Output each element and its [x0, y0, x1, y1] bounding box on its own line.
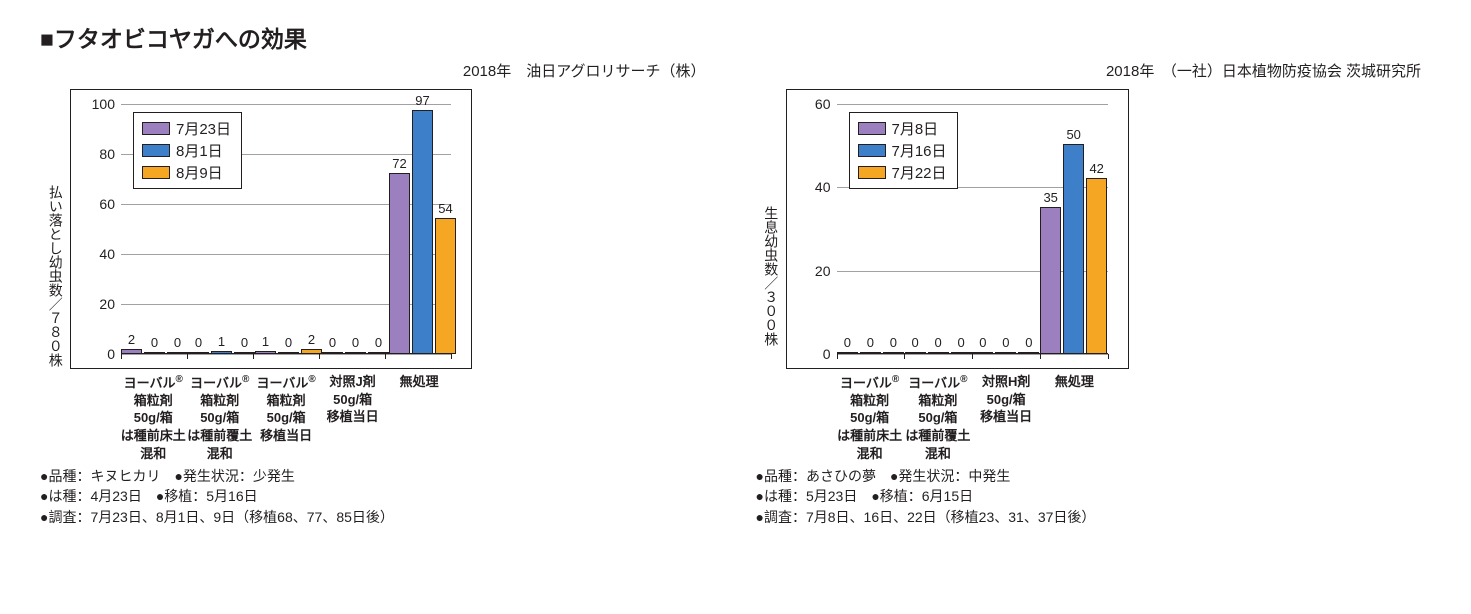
legend-swatch — [142, 166, 170, 179]
xlabel: 無処理 — [386, 369, 452, 462]
left-notes: ●品種：キヌヒカリ ●発生状況：少発生●は種：4月23日 ●移植：5月16日●調… — [40, 466, 716, 527]
bar-value-label: 0 — [375, 335, 382, 350]
bar-value-label: 42 — [1089, 161, 1103, 176]
left-legend: 7月23日8月1日8月9日 — [133, 112, 242, 189]
right-chart-block: 2018年 （一社）日本植物防疫協会 茨城研究所 生息幼虫数／３００株 0 20 4… — [756, 60, 1432, 527]
xlabel: 対照H剤50g/箱移植当日 — [972, 369, 1040, 462]
bar-value-label: 0 — [285, 335, 292, 350]
gridline — [121, 354, 451, 355]
ytick-label: 40 — [81, 246, 115, 262]
xlabel: ヨーバル®箱粒剤50g/箱は種前床土混和 — [836, 369, 904, 462]
legend-item: 8月1日 — [142, 140, 231, 161]
right-source: 2018年 （一社）日本植物防疫協会 茨城研究所 — [756, 60, 1432, 81]
bar-value-label: 0 — [195, 335, 202, 350]
bar-value-label: 0 — [867, 335, 874, 350]
charts-row: 2018年 油日アグロリサーチ（株） 払い落とし幼虫数／７８０株 0204060… — [40, 60, 1431, 527]
bar-value-label: 35 — [1043, 190, 1057, 205]
bar-value-label: 72 — [392, 156, 406, 171]
bar-value-label: 0 — [1025, 335, 1032, 350]
bar-value-label: 0 — [352, 335, 359, 350]
left-xlabels: ヨーバル®箱粒剤50g/箱は種前床土混和ヨーバル®箱粒剤50g/箱は種前覆土混和… — [120, 369, 452, 462]
legend-swatch — [858, 166, 886, 179]
bar-group: 0 0 0 — [972, 104, 1040, 354]
left-chart-block: 2018年 油日アグロリサーチ（株） 払い落とし幼虫数／７８０株 0204060… — [40, 60, 716, 527]
legend-item: 8月9日 — [142, 162, 231, 183]
legend-swatch — [142, 144, 170, 157]
bar-value-label: 0 — [151, 335, 158, 350]
legend-swatch — [858, 144, 886, 157]
legend-swatch — [858, 122, 886, 135]
ytick-label: 80 — [81, 146, 115, 162]
bar-value-label: 0 — [958, 335, 965, 350]
xlabel: ヨーバル®箱粒剤50g/箱移植当日 — [253, 369, 319, 462]
bar-value-label: 0 — [241, 335, 248, 350]
ytick-label: 100 — [81, 96, 115, 112]
bar-group: 1 0 2 — [255, 104, 322, 354]
bar-value-label: 2 — [128, 332, 135, 347]
bar-value-label: 0 — [935, 335, 942, 350]
bar — [389, 173, 410, 354]
ytick-label: 0 — [797, 346, 831, 362]
right-xlabels: ヨーバル®箱粒剤50g/箱は種前床土混和ヨーバル®箱粒剤50g/箱は種前覆土混和… — [836, 369, 1109, 462]
right-notes: ●品種：あさひの夢 ●発生状況：中発生●は種：5月23日 ●移植：6月15日●調… — [756, 466, 1432, 527]
left-ylabel: 払い落とし幼虫数／７８０株 — [40, 89, 70, 462]
bar — [1086, 178, 1107, 354]
legend-label: 7月23日 — [176, 118, 231, 139]
section-title: ■フタオビコヤガへの効果 — [40, 20, 1431, 54]
bar-value-label: 0 — [844, 335, 851, 350]
legend-label: 7月8日 — [892, 118, 939, 139]
legend-label: 7月22日 — [892, 162, 947, 183]
right-chart: 0204060000000000355042 7月8日7月16日7月22日 — [786, 89, 1129, 369]
xlabel: 無処理 — [1040, 369, 1108, 462]
ytick-label: 60 — [797, 96, 831, 112]
right-legend: 7月8日7月16日7月22日 — [849, 112, 958, 189]
bar-value-label: 1 — [218, 334, 225, 349]
xlabel: 対照J剤50g/箱移植当日 — [319, 369, 385, 462]
bar-value-label: 0 — [174, 335, 181, 350]
bar-value-label: 50 — [1066, 127, 1080, 142]
bar — [412, 110, 433, 354]
bar-value-label: 54 — [438, 201, 452, 216]
bar — [1063, 144, 1084, 354]
note-line: ●は種：5月23日 ●移植：6月15日 — [756, 486, 1432, 506]
note-line: ●は種：4月23日 ●移植：5月16日 — [40, 486, 716, 506]
note-line: ●品種：あさひの夢 ●発生状況：中発生 — [756, 466, 1432, 486]
bar-value-label: 0 — [979, 335, 986, 350]
bar-group: 0 0 0 — [322, 104, 389, 354]
bar-value-label: 0 — [912, 335, 919, 350]
legend-item: 7月22日 — [858, 162, 947, 183]
legend-item: 7月8日 — [858, 118, 947, 139]
left-source: 2018年 油日アグロリサーチ（株） — [40, 60, 716, 81]
note-line: ●調査：7月23日、8月1日、9日（移植68、77、85日後） — [40, 507, 716, 527]
ytick-label: 40 — [797, 179, 831, 195]
ytick-label: 20 — [81, 296, 115, 312]
legend-item: 7月16日 — [858, 140, 947, 161]
bar — [435, 218, 456, 354]
bar — [1040, 207, 1061, 354]
note-line: ●調査：7月8日、16日、22日（移植23、31、37日後） — [756, 507, 1432, 527]
xlabel: ヨーバル®箱粒剤50g/箱は種前覆土混和 — [186, 369, 252, 462]
ytick-label: 20 — [797, 263, 831, 279]
bar-group: 729754 — [389, 104, 456, 354]
bar-value-label: 0 — [1002, 335, 1009, 350]
legend-label: 8月1日 — [176, 140, 223, 161]
left-chart: 020406080100200010102000729754 7月23日8月1日… — [70, 89, 472, 369]
xlabel: ヨーバル®箱粒剤50g/箱は種前覆土混和 — [904, 369, 972, 462]
legend-swatch — [142, 122, 170, 135]
bar-value-label: 2 — [308, 332, 315, 347]
bar-value-label: 0 — [329, 335, 336, 350]
note-line: ●品種：キヌヒカリ ●発生状況：少発生 — [40, 466, 716, 486]
legend-item: 7月23日 — [142, 118, 231, 139]
legend-label: 7月16日 — [892, 140, 947, 161]
bar-value-label: 1 — [262, 334, 269, 349]
ytick-label: 0 — [81, 346, 115, 362]
bar-value-label: 97 — [415, 93, 429, 108]
legend-label: 8月9日 — [176, 162, 223, 183]
ytick-label: 60 — [81, 196, 115, 212]
right-ylabel: 生息幼虫数／３００株 — [756, 89, 786, 462]
bar-value-label: 0 — [890, 335, 897, 350]
bar-group: 35 50 42 — [1040, 104, 1108, 354]
xlabel: ヨーバル®箱粒剤50g/箱は種前床土混和 — [120, 369, 186, 462]
